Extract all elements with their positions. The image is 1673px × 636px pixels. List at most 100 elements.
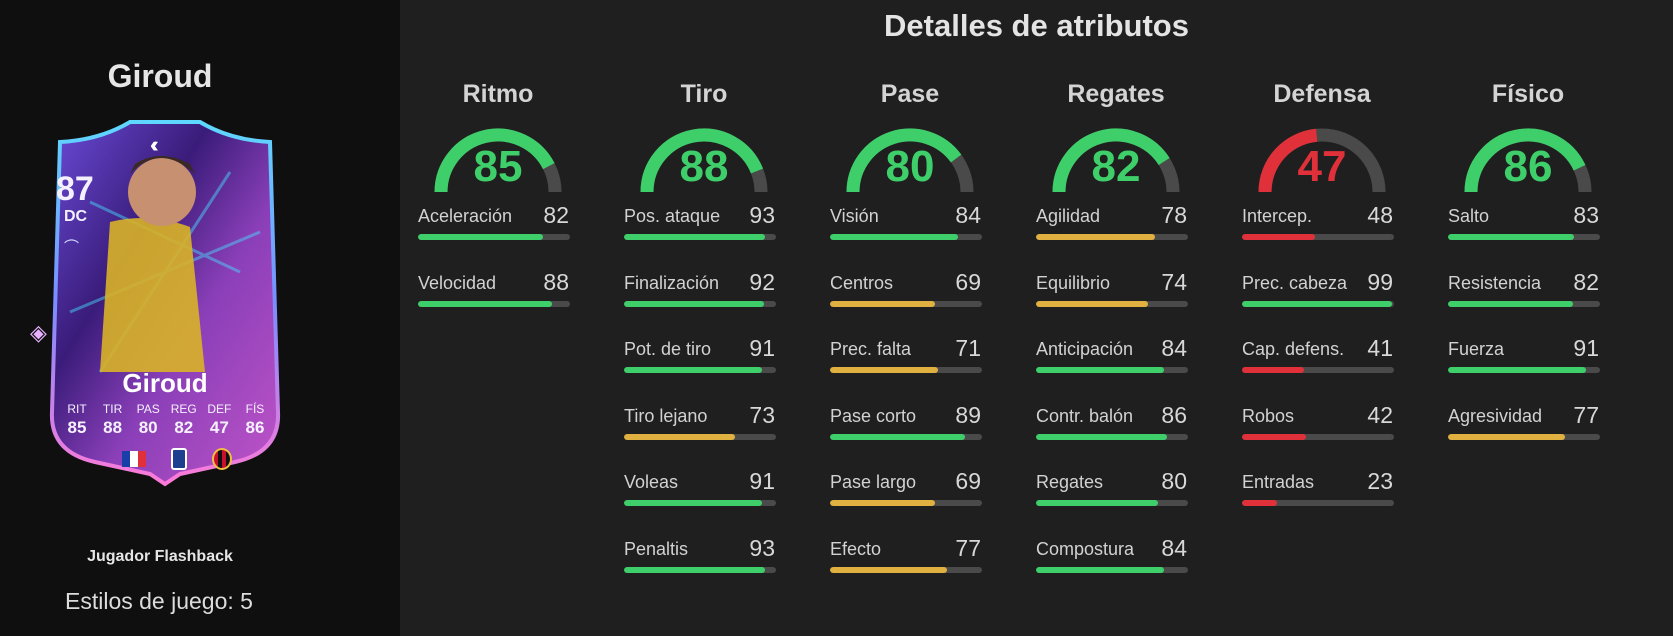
attribute-bar-fill xyxy=(624,433,735,440)
attribute-value: 48 xyxy=(1367,202,1393,228)
attribute-value: 92 xyxy=(749,268,775,295)
attribute-name: Voleas xyxy=(624,472,679,492)
category-5: Físico 86 Salto 83 Resistencia 82 Fuerza 91 Agre… xyxy=(1448,80,1608,464)
attribute-bar-fill xyxy=(1036,500,1158,506)
attribute-value: 82 xyxy=(543,202,569,228)
attribute-bar-fill xyxy=(1036,433,1167,440)
attribute-name: Aceleración xyxy=(418,206,513,226)
playstyles-count: Estilos de juego: 5 xyxy=(65,588,253,614)
category-name: Físico xyxy=(1491,80,1565,108)
attribute-value: 80 xyxy=(1161,468,1187,494)
page-title: Detalles de atributos xyxy=(884,8,1189,43)
attribute-value: 83 xyxy=(1573,202,1599,228)
attribute-bar xyxy=(830,566,982,573)
attribute-bar xyxy=(418,300,570,307)
card-badges xyxy=(122,448,232,470)
attribute-name: Salto xyxy=(1448,206,1490,226)
attribute-name: Fuerza xyxy=(1448,339,1505,359)
attribute-row: Tiro lejano 73 xyxy=(624,398,784,465)
attribute-row: Velocidad 88 xyxy=(418,265,578,332)
attribute-value: 69 xyxy=(955,468,981,494)
card-face-stats: RIT 85 TIR 88 PAS 80 REG 82 DEF 47 FÍS 86 xyxy=(60,402,272,438)
attribute-value: 91 xyxy=(749,335,775,361)
attribute-value: 93 xyxy=(749,202,775,228)
attribute-bar xyxy=(418,234,570,240)
attribute-name: Centros xyxy=(830,272,894,293)
attribute-bar xyxy=(1448,300,1600,307)
attribute-value: 77 xyxy=(955,534,981,561)
attribute-bar xyxy=(830,433,982,440)
attribute-bar xyxy=(1448,367,1600,373)
attribute-bar xyxy=(624,300,776,307)
attribute-value: 84 xyxy=(955,202,981,228)
attribute-row: Penaltis 93 xyxy=(624,531,784,598)
gauge-fill xyxy=(1464,128,1586,193)
attribute-row: Cap. defens. 41 xyxy=(1242,331,1402,398)
attribute-bar xyxy=(1242,433,1394,440)
attribute-row: Efecto 77 xyxy=(830,531,990,598)
player-card[interactable]: ‹‹ 87 DC ⌒ ◈ Giroud RIT 85 TIR 88 PAS 80 RE… xyxy=(30,112,300,487)
attribute-list: Visión 84 Centros 69 Prec. falta 71 Pase corto… xyxy=(830,198,990,597)
attribute-bar xyxy=(624,367,776,373)
attribute-value: 89 xyxy=(955,401,981,428)
card-frame xyxy=(49,120,281,487)
attribute-name: Robos xyxy=(1242,405,1295,426)
player-name-heading: Giroud xyxy=(107,58,213,94)
attribute-bar-fill xyxy=(1036,367,1164,373)
attribute-value: 86 xyxy=(1161,401,1187,428)
attribute-value: 91 xyxy=(749,468,775,494)
attribute-row: Fuerza 91 xyxy=(1448,331,1608,398)
attribute-name: Cap. defens. xyxy=(1242,339,1345,359)
attribute-bar-fill xyxy=(1036,300,1149,307)
attribute-bar-fill xyxy=(1036,234,1155,240)
category-gauge: 47 xyxy=(1242,112,1402,196)
category-name: Defensa xyxy=(1273,80,1371,108)
card-stat-label: TIR xyxy=(102,402,123,416)
card-stat-value: 85 xyxy=(67,418,87,437)
card-stat-value: 80 xyxy=(138,418,158,437)
attribute-name: Tiro lejano xyxy=(624,405,708,426)
attribute-row: Agresividad 77 xyxy=(1448,398,1608,465)
attribute-bar xyxy=(624,433,776,440)
category-4: Defensa 47 Intercep. 48 Prec. cabeza 99 Cap. d… xyxy=(1242,80,1402,531)
attribute-bar-fill xyxy=(624,566,766,573)
gauge-fill xyxy=(846,128,962,193)
attribute-value: 88 xyxy=(543,268,569,295)
attribute-bar xyxy=(830,500,982,506)
category-name: Tiro xyxy=(680,80,728,108)
attribute-value: 93 xyxy=(749,534,775,561)
gauge-fill xyxy=(1258,128,1318,193)
attribute-bar-fill xyxy=(1448,433,1566,440)
attribute-name: Efecto xyxy=(830,538,882,559)
category-name: Pase xyxy=(880,80,940,108)
attribute-bar-fill xyxy=(1036,566,1164,573)
category-1: Tiro 88 Pos. ataque 93 Finalización 92 Pot. de… xyxy=(624,80,784,597)
attribute-bar xyxy=(624,566,776,573)
gauge-fill xyxy=(1052,128,1170,193)
attribute-bar xyxy=(1036,300,1188,307)
attribute-bar-fill xyxy=(1448,234,1575,240)
attribute-bar-fill xyxy=(830,433,966,440)
attribute-bar-fill xyxy=(1242,433,1306,440)
attribute-row: Regates 80 xyxy=(1036,464,1196,531)
attribute-bar-fill xyxy=(418,300,552,307)
attribute-value: 99 xyxy=(1367,268,1393,295)
card-stat-value: 47 xyxy=(209,418,229,437)
attribute-value: 74 xyxy=(1161,268,1187,295)
attribute-row: Pos. ataque 93 xyxy=(624,198,784,265)
card-overall-rating: 87 xyxy=(56,170,94,208)
category-value: 86 xyxy=(1503,142,1553,191)
attribute-bar-fill xyxy=(1242,367,1305,373)
attribute-row: Finalización 92 xyxy=(624,265,784,332)
category-value: 88 xyxy=(679,142,729,191)
attribute-list: Salto 83 Resistencia 82 Fuerza 91 Agresividad 7… xyxy=(1448,198,1608,464)
card-player-name: Giroud xyxy=(122,368,208,398)
attribute-bar xyxy=(830,300,982,307)
attribute-name: Equilibrio xyxy=(1036,272,1111,293)
attribute-row: Anticipación 84 xyxy=(1036,331,1196,398)
card-stat-label: FÍS xyxy=(245,402,265,416)
category-0: Ritmo 85 Aceleración 82 Velocidad 88 xyxy=(418,80,578,331)
attribute-value: 42 xyxy=(1367,401,1393,428)
attribute-row: Prec. cabeza 99 xyxy=(1242,265,1402,332)
card-stat-label: RIT xyxy=(67,402,87,416)
